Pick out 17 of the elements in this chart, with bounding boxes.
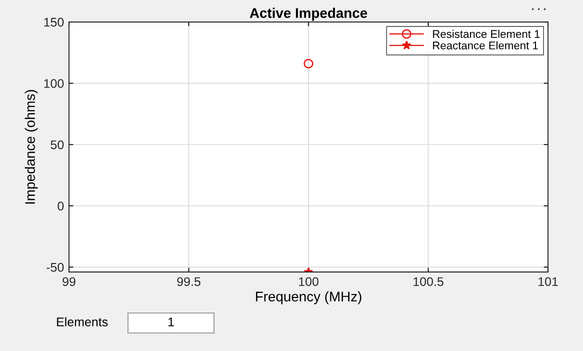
text: 1 [168, 318, 174, 326]
y-tick-label: -50 [46, 262, 64, 272]
x-tick-label: 100 [299, 277, 318, 286]
y-tick-label: 50 [50, 140, 64, 150]
x-tick-label: 99.5 [177, 277, 200, 286]
text: Elements [57, 317, 108, 326]
y-tick-label: 0 [58, 202, 64, 210]
y-axis-title: Impedance (ohms) [24, 90, 38, 204]
legend-label: Resistance Element 1 [433, 30, 540, 38]
y-tick-label: 150 [44, 18, 64, 27]
legend-label: Reactance Element 1 [433, 41, 538, 50]
x-tick-label: 100.5 [414, 277, 444, 286]
x-tick-label: 99 [62, 277, 76, 286]
x-tick-label: 101 [538, 277, 558, 286]
y-tick-label: 100 [44, 79, 64, 88]
chart-title: Active Impedance [250, 8, 368, 21]
x-axis-title: Frequency (MHz) [256, 291, 362, 304]
